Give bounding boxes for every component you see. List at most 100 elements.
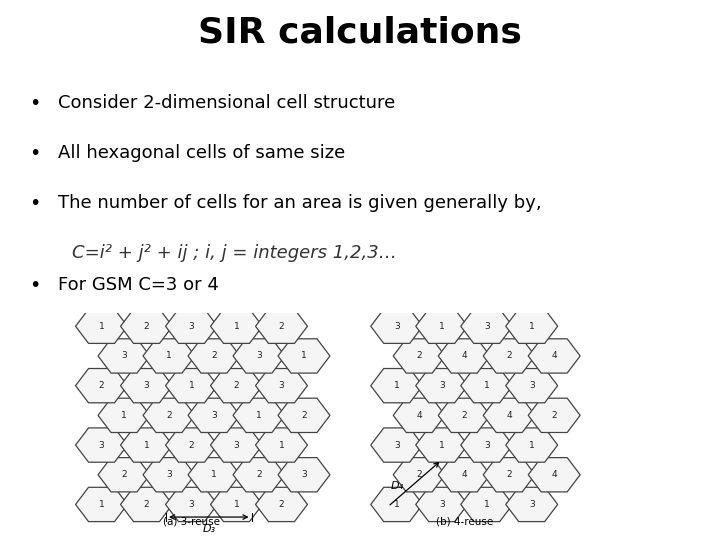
Text: 2: 2	[211, 352, 217, 361]
Text: 3: 3	[301, 470, 307, 480]
Text: 3: 3	[438, 381, 444, 390]
Text: 4: 4	[416, 411, 422, 420]
Polygon shape	[483, 339, 535, 373]
Text: 4: 4	[552, 470, 557, 480]
Polygon shape	[256, 309, 307, 343]
Text: For GSM C=3 or 4: For GSM C=3 or 4	[58, 275, 218, 294]
Text: 4: 4	[506, 411, 512, 420]
Text: 1: 1	[211, 470, 217, 480]
Text: 2: 2	[144, 500, 149, 509]
Text: 1: 1	[189, 381, 194, 390]
Text: 1: 1	[121, 411, 127, 420]
Polygon shape	[505, 368, 558, 403]
Text: 1: 1	[528, 441, 534, 449]
Text: Consider 2-dimensional cell structure: Consider 2-dimensional cell structure	[58, 94, 395, 112]
Polygon shape	[98, 398, 150, 433]
Text: 3: 3	[394, 441, 400, 449]
Text: •: •	[29, 144, 40, 163]
Polygon shape	[188, 457, 240, 492]
Polygon shape	[438, 398, 490, 433]
Text: •: •	[29, 194, 40, 213]
Text: 2: 2	[279, 322, 284, 330]
Polygon shape	[120, 487, 173, 522]
Text: 4: 4	[462, 352, 467, 361]
Text: 2: 2	[256, 470, 262, 480]
Polygon shape	[415, 428, 468, 462]
Polygon shape	[278, 339, 330, 373]
Text: 3: 3	[484, 322, 490, 330]
Text: 1: 1	[438, 441, 444, 449]
Text: 2: 2	[144, 322, 149, 330]
Text: 3: 3	[484, 441, 490, 449]
Polygon shape	[166, 487, 217, 522]
Text: 3: 3	[438, 500, 444, 509]
Polygon shape	[483, 457, 535, 492]
Polygon shape	[76, 487, 127, 522]
Polygon shape	[233, 339, 285, 373]
Polygon shape	[461, 428, 513, 462]
Text: 1: 1	[99, 500, 104, 509]
Polygon shape	[166, 309, 217, 343]
Polygon shape	[505, 487, 558, 522]
Polygon shape	[393, 339, 445, 373]
Polygon shape	[233, 457, 285, 492]
Text: 2: 2	[189, 441, 194, 449]
Text: 1: 1	[394, 500, 400, 509]
Polygon shape	[461, 368, 513, 403]
Polygon shape	[371, 368, 423, 403]
Polygon shape	[188, 398, 240, 433]
Polygon shape	[233, 398, 285, 433]
Polygon shape	[166, 428, 217, 462]
Text: 2: 2	[301, 411, 307, 420]
Text: 1: 1	[166, 352, 172, 361]
Polygon shape	[461, 309, 513, 343]
Text: 1: 1	[256, 411, 262, 420]
Text: The number of cells for an area is given generally by,: The number of cells for an area is given…	[58, 194, 541, 212]
Polygon shape	[210, 487, 263, 522]
Text: 1: 1	[301, 352, 307, 361]
Polygon shape	[393, 457, 445, 492]
Text: 2: 2	[99, 381, 104, 390]
Text: 3: 3	[256, 352, 262, 361]
Text: 4: 4	[462, 470, 467, 480]
Text: 3: 3	[528, 381, 534, 390]
Text: (b) 4-reuse: (b) 4-reuse	[436, 517, 492, 527]
Text: 3: 3	[121, 352, 127, 361]
Text: C=i² + j² + ij ; i, j = integers 1,2,3…: C=i² + j² + ij ; i, j = integers 1,2,3…	[72, 244, 397, 262]
Text: 3: 3	[394, 322, 400, 330]
Polygon shape	[438, 457, 490, 492]
Text: 3: 3	[279, 381, 284, 390]
Text: D₄: D₄	[391, 481, 404, 491]
Text: All hexagonal cells of same size: All hexagonal cells of same size	[58, 144, 345, 162]
Text: 2: 2	[506, 470, 512, 480]
Polygon shape	[120, 309, 173, 343]
Polygon shape	[371, 428, 423, 462]
Polygon shape	[483, 398, 535, 433]
Polygon shape	[210, 309, 263, 343]
Text: SIR calculations: SIR calculations	[198, 16, 522, 50]
Text: 1: 1	[394, 381, 400, 390]
Text: 3: 3	[99, 441, 104, 449]
Text: •: •	[29, 94, 40, 113]
Polygon shape	[461, 487, 513, 522]
Polygon shape	[143, 339, 195, 373]
Polygon shape	[256, 428, 307, 462]
Polygon shape	[256, 368, 307, 403]
Text: 4: 4	[552, 352, 557, 361]
Text: 2: 2	[462, 411, 467, 420]
Text: 2: 2	[121, 470, 127, 480]
Polygon shape	[76, 309, 127, 343]
Text: (a) 3-reuse: (a) 3-reuse	[163, 517, 220, 527]
Polygon shape	[256, 487, 307, 522]
Polygon shape	[76, 428, 127, 462]
Text: 3: 3	[189, 322, 194, 330]
Polygon shape	[210, 368, 263, 403]
Text: 3: 3	[166, 470, 172, 480]
Text: •: •	[29, 275, 40, 295]
Text: 1: 1	[528, 322, 534, 330]
Text: 1: 1	[233, 322, 239, 330]
Polygon shape	[371, 309, 423, 343]
Polygon shape	[143, 398, 195, 433]
Text: 1: 1	[438, 322, 444, 330]
Polygon shape	[505, 428, 558, 462]
